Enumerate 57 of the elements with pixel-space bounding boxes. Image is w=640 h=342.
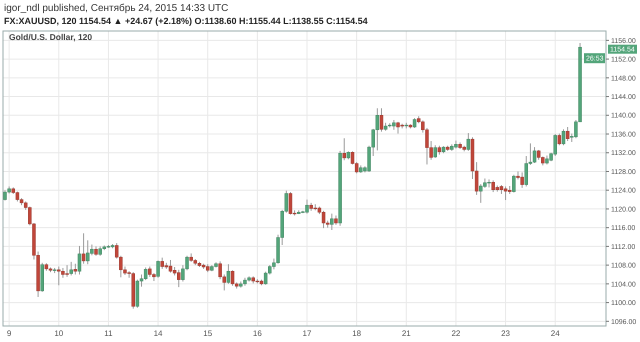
candlestick — [156, 260, 160, 278]
candlestick — [479, 184, 483, 204]
chart-title: Gold/U.S. Dollar, 120 — [9, 32, 92, 42]
x-tick-label: 11 — [104, 329, 114, 338]
x-tick-label: 21 — [402, 329, 412, 338]
x-tick-label: 23 — [501, 329, 511, 338]
candlestick — [69, 261, 73, 276]
candlestick — [342, 138, 346, 161]
candlestick — [3, 190, 7, 202]
x-tick-label: 10 — [54, 329, 64, 338]
text: igor_ndl published, Сентябрь 24, 2015 14:33 UTC — [4, 3, 228, 14]
x-tick-label: 14 — [154, 329, 164, 338]
candlestick — [504, 186, 508, 201]
x-tick-label: 9 — [6, 329, 12, 338]
candlestick — [524, 156, 528, 187]
candlestick — [86, 240, 90, 265]
candlestick — [144, 266, 148, 281]
candlestick — [334, 214, 338, 226]
candlestick — [536, 149, 540, 160]
candlestick — [218, 260, 222, 280]
x-tick-label: 15 — [203, 329, 213, 338]
candlestick — [16, 191, 20, 202]
candlestick — [330, 213, 334, 231]
chart-subtitle: FX:XAUUSD, 120 1154.54 ▲ +24.67 (+2.18%) O:1138.60 H:1155.44 L:1138.55 C:1154.54 — [4, 16, 368, 26]
candlestick — [520, 172, 524, 188]
candlestick — [57, 266, 61, 286]
candlestick — [412, 118, 416, 128]
candlestick — [392, 119, 396, 130]
candlestick — [532, 146, 536, 164]
x-tick-label: 18 — [352, 329, 362, 338]
candlestick — [160, 257, 164, 270]
candlestick — [322, 210, 326, 229]
candlestick — [82, 232, 86, 264]
candlestick — [558, 133, 562, 146]
x-tick-label: 16 — [252, 329, 262, 338]
x-tick-label: 24 — [550, 329, 560, 338]
candlestick — [376, 108, 380, 151]
candlestick — [65, 264, 69, 278]
candlestick — [94, 246, 98, 256]
candlestick — [562, 128, 566, 146]
candlestick — [566, 126, 570, 142]
x-tick-label: 22 — [451, 329, 461, 338]
candlestick — [148, 266, 152, 278]
candlestick — [168, 259, 172, 274]
candlestick — [305, 199, 309, 214]
candlestick — [380, 108, 384, 132]
candlestick — [177, 269, 181, 288]
candlestick — [288, 192, 292, 216]
candlestick — [491, 180, 495, 193]
candlestick — [98, 246, 102, 256]
candlestick — [74, 263, 78, 275]
candlestick — [396, 121, 400, 134]
candlestick — [466, 132, 470, 152]
candlestick — [553, 134, 557, 157]
x-tick-label: 17 — [302, 329, 312, 338]
candlestick — [434, 144, 437, 158]
candlestick — [512, 174, 516, 194]
